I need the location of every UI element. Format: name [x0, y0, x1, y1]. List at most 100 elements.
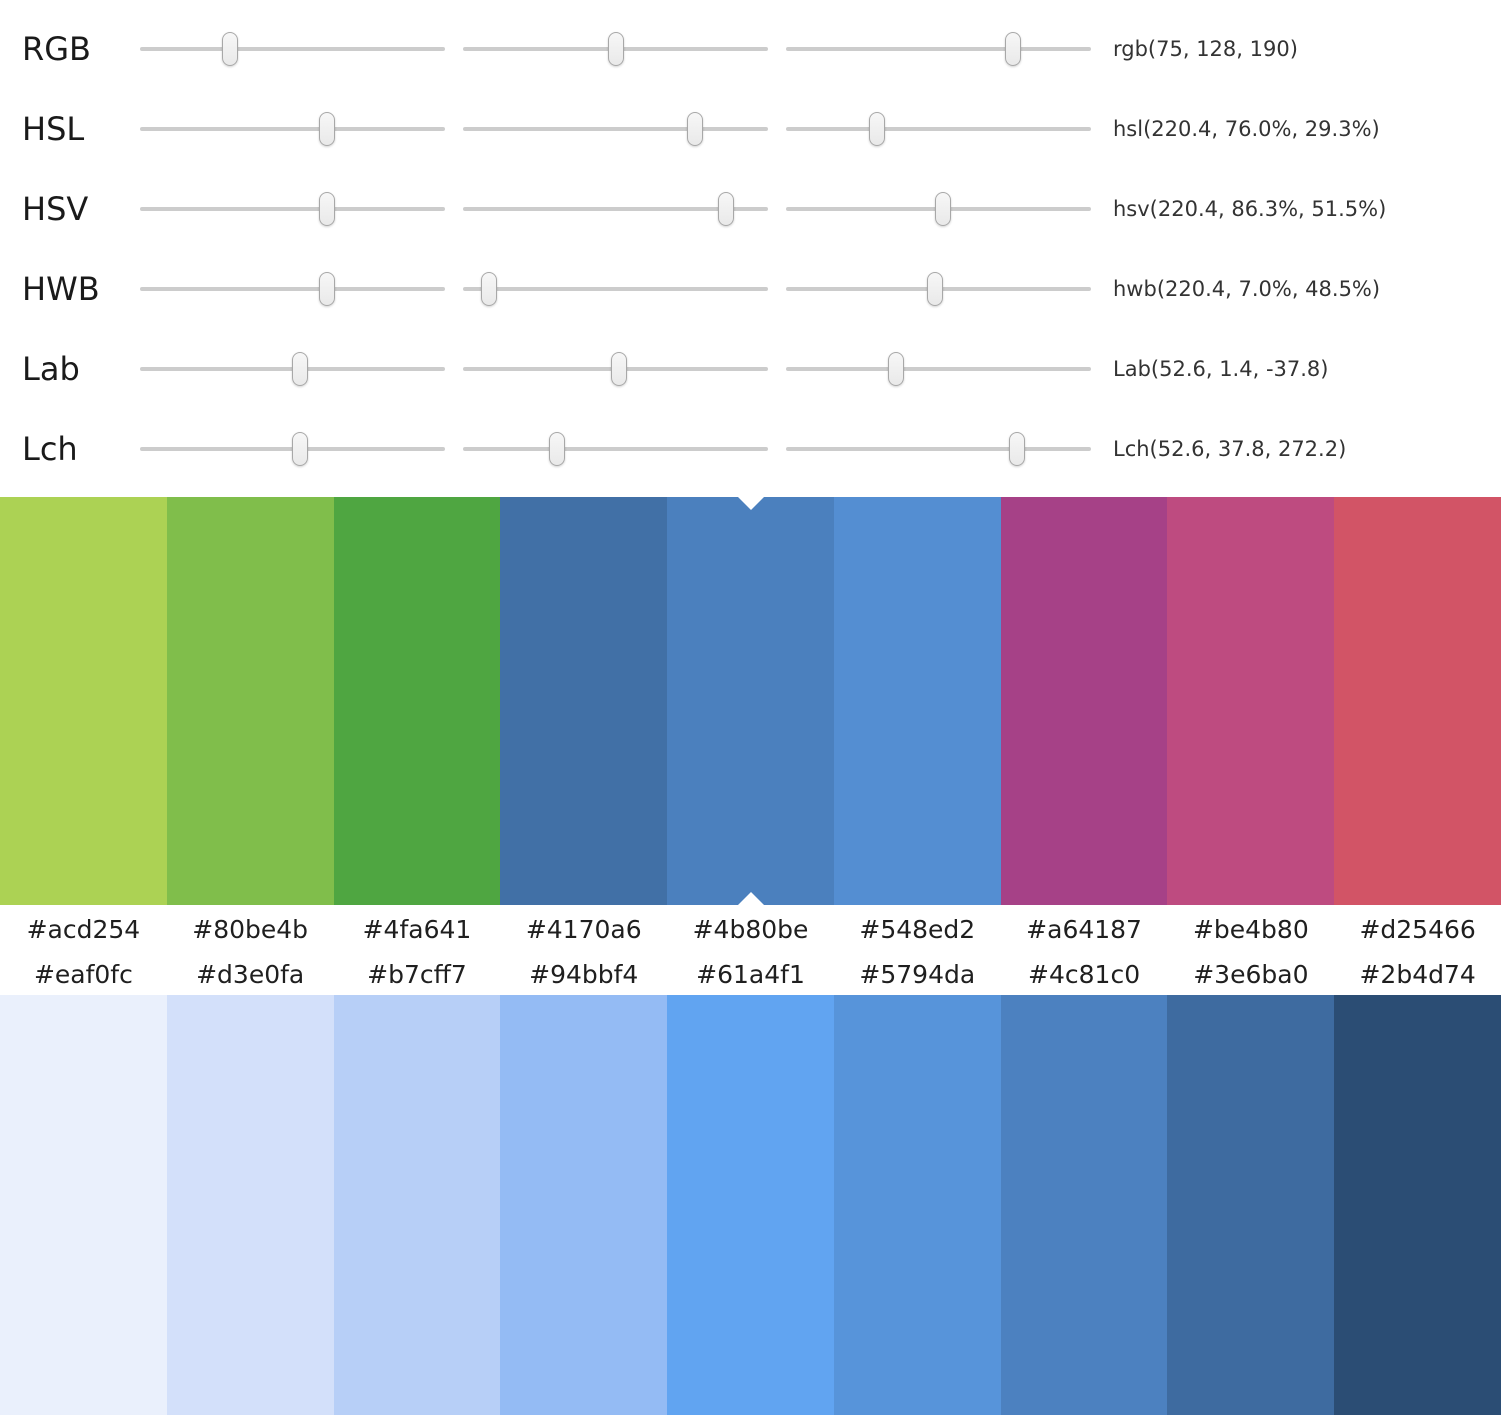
colorspace-label-hsl: HSL [22, 110, 85, 148]
hsl-sliders [140, 109, 1091, 149]
rgb-value-text: rgb(75, 128, 190) [1113, 37, 1298, 61]
hwb-sliders [140, 269, 1091, 309]
slider-thumb[interactable] [608, 32, 625, 66]
hex-label: #94bbf4 [529, 959, 639, 989]
shade-swatch[interactable] [166, 995, 334, 1415]
shade-swatch[interactable] [1000, 995, 1168, 1415]
slider-thumb[interactable] [548, 432, 565, 466]
slider-row-hwb: HWB hwb(220.4, 7.0%, 48.5%) [0, 249, 1501, 329]
hue-swatch[interactable] [1334, 497, 1501, 905]
color-sliders-panel: RGB rgb(75, 128, 190) HSL hsl(220.4, 76.… [0, 0, 1501, 497]
hsl-slider-3[interactable] [786, 109, 1091, 149]
hue-swatch[interactable] [1000, 497, 1168, 905]
hex-label: #a64187 [1026, 914, 1142, 944]
hex-label: #5794da [859, 959, 976, 989]
shade-swatch[interactable] [667, 995, 834, 1415]
hex-label: #eaf0fc [33, 959, 133, 989]
slider-thumb[interactable] [318, 272, 335, 306]
hex-label: #3e6ba0 [1193, 959, 1309, 989]
shade-swatch[interactable] [1334, 995, 1501, 1415]
shade-palette [0, 995, 1501, 1415]
selected-marker-bottom-icon [737, 892, 764, 905]
slider-thumb[interactable] [480, 272, 497, 306]
hex-label: #80be4b [192, 914, 309, 944]
rgb-slider-1[interactable] [140, 29, 445, 69]
hex-label: #4fa641 [362, 914, 472, 944]
slider-thumb[interactable] [718, 192, 735, 226]
lab-slider-1[interactable] [140, 349, 445, 389]
hue-swatch[interactable] [500, 497, 668, 905]
slider-thumb[interactable] [1005, 32, 1022, 66]
slider-thumb[interactable] [610, 352, 627, 386]
hex-label: #548ed2 [859, 914, 976, 944]
rgb-slider-3[interactable] [786, 29, 1091, 69]
slider-thumb[interactable] [1008, 432, 1025, 466]
hue-swatch-selected[interactable] [667, 497, 834, 905]
hex-label: #4b80be [692, 914, 809, 944]
lab-sliders [140, 349, 1091, 389]
shade-swatch[interactable] [1167, 995, 1335, 1415]
hsv-value-text: hsv(220.4, 86.3%, 51.5%) [1113, 197, 1387, 221]
shade-swatch[interactable] [0, 995, 167, 1415]
hex-label: #2b4d74 [1359, 959, 1476, 989]
hex-label: #4c81c0 [1028, 959, 1141, 989]
hwb-slider-1[interactable] [140, 269, 445, 309]
slider-row-lab: Lab Lab(52.6, 1.4, -37.8) [0, 329, 1501, 409]
rgb-sliders [140, 29, 1091, 69]
hsl-slider-2[interactable] [463, 109, 768, 149]
hex-label: #d25466 [1359, 914, 1476, 944]
slider-thumb[interactable] [935, 192, 952, 226]
slider-thumb[interactable] [868, 112, 885, 146]
slider-thumb[interactable] [318, 112, 335, 146]
hsv-slider-1[interactable] [140, 189, 445, 229]
selected-marker-top-icon [737, 497, 764, 510]
slider-thumb[interactable] [221, 32, 238, 66]
lch-slider-3[interactable] [786, 429, 1091, 469]
hue-hex-labels: #acd254 #80be4b #4fa641 #4170a6 #4b80be … [0, 905, 1501, 953]
hsl-slider-1[interactable] [140, 109, 445, 149]
hex-label: #be4b80 [1192, 914, 1309, 944]
colorspace-label-lch: Lch [22, 430, 78, 468]
slider-thumb[interactable] [927, 272, 944, 306]
slider-thumb[interactable] [686, 112, 703, 146]
hsv-sliders [140, 189, 1091, 229]
slider-row-rgb: RGB rgb(75, 128, 190) [0, 9, 1501, 89]
hsv-slider-2[interactable] [463, 189, 768, 229]
lab-value-text: Lab(52.6, 1.4, -37.8) [1113, 357, 1329, 381]
slider-row-hsl: HSL hsl(220.4, 76.0%, 29.3%) [0, 89, 1501, 169]
hex-label: #61a4f1 [696, 959, 805, 989]
shade-swatch[interactable] [833, 995, 1001, 1415]
slider-row-hsv: HSV hsv(220.4, 86.3%, 51.5%) [0, 169, 1501, 249]
hue-swatch[interactable] [0, 497, 167, 905]
colorspace-label-lab: Lab [22, 350, 80, 388]
hue-swatch[interactable] [1167, 497, 1335, 905]
lch-sliders [140, 429, 1091, 469]
slider-thumb[interactable] [318, 192, 335, 226]
colorspace-label-hwb: HWB [22, 270, 100, 308]
lab-slider-3[interactable] [786, 349, 1091, 389]
slider-thumb[interactable] [292, 432, 309, 466]
hwb-value-text: hwb(220.4, 7.0%, 48.5%) [1113, 277, 1381, 301]
shade-swatch[interactable] [333, 995, 501, 1415]
hsv-slider-3[interactable] [786, 189, 1091, 229]
lab-slider-2[interactable] [463, 349, 768, 389]
hue-swatch[interactable] [166, 497, 334, 905]
slider-row-lch: Lch Lch(52.6, 37.8, 272.2) [0, 409, 1501, 489]
colorspace-label-hsv: HSV [22, 190, 89, 228]
hue-swatch[interactable] [833, 497, 1001, 905]
rgb-slider-2[interactable] [463, 29, 768, 69]
hex-label: #d3e0fa [196, 959, 305, 989]
lch-slider-1[interactable] [140, 429, 445, 469]
shade-hex-labels: #eaf0fc #d3e0fa #b7cff7 #94bbf4 #61a4f1 … [0, 953, 1501, 995]
slider-thumb[interactable] [887, 352, 904, 386]
hue-palette [0, 497, 1501, 905]
hwb-slider-2[interactable] [463, 269, 768, 309]
slider-thumb[interactable] [292, 352, 309, 386]
shade-swatch[interactable] [500, 995, 668, 1415]
lch-value-text: Lch(52.6, 37.8, 272.2) [1113, 437, 1347, 461]
hex-label: #4170a6 [525, 914, 642, 944]
hwb-slider-3[interactable] [786, 269, 1091, 309]
colorspace-label-rgb: RGB [22, 30, 91, 68]
hue-swatch[interactable] [333, 497, 501, 905]
lch-slider-2[interactable] [463, 429, 768, 469]
